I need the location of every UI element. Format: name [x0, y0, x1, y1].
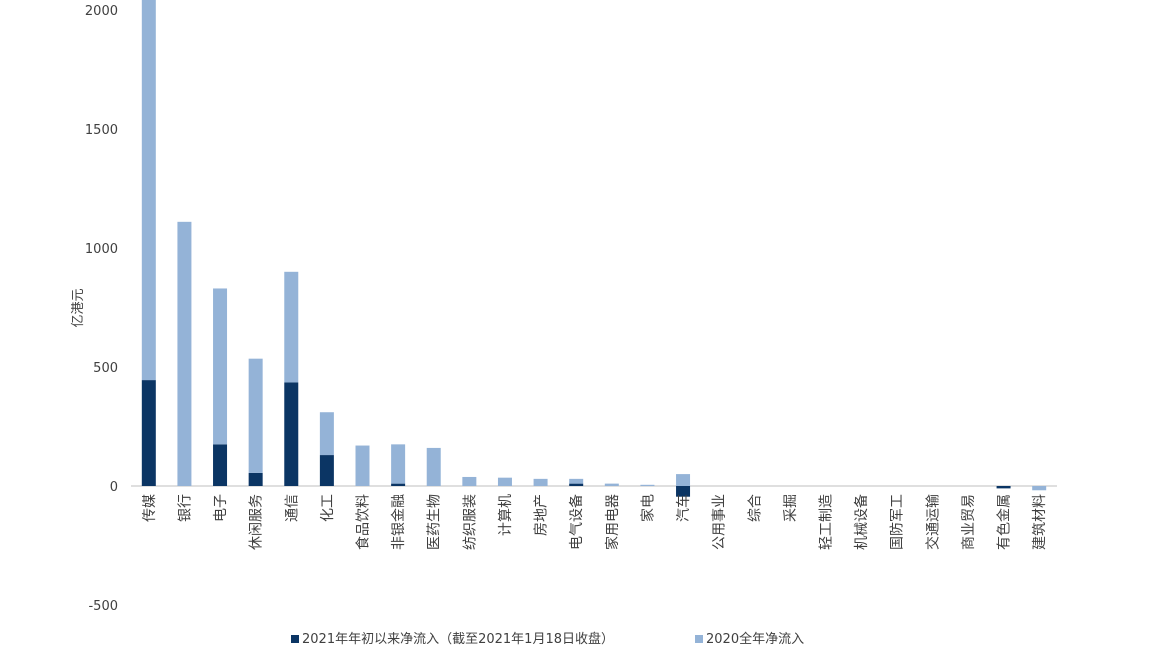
x-tick-label: 有色金属: [996, 494, 1013, 550]
x-tick-label: 纺织服装: [462, 494, 478, 550]
x-tick-label: 汽车: [675, 494, 692, 522]
x-tick-label: 电子: [213, 494, 229, 522]
x-tick-label: 电气设备: [568, 494, 585, 550]
x-tick-label: 化工: [320, 494, 336, 522]
bar-2020-7: [391, 444, 406, 484]
bar-2020-8: [426, 447, 441, 486]
bar-2020-6: [355, 445, 370, 486]
bar-2020-3: [248, 358, 263, 473]
x-tick-label: 通信: [284, 494, 300, 522]
x-tick-label: 商业贸易: [961, 494, 977, 550]
bar-2021-5: [319, 455, 334, 486]
x-tick-label: 医药生物: [427, 494, 443, 550]
x-tick-label: 公用事业: [712, 494, 728, 550]
x-tick-label: 银行: [177, 494, 193, 522]
x-tick-label: 非银金融: [391, 494, 407, 550]
x-tick-label: 计算机: [498, 494, 514, 536]
legend-swatch-2021: [291, 634, 299, 643]
bar-2021-2: [213, 444, 228, 486]
y-tick-label: -500: [88, 599, 118, 614]
legend: 2021年年初以来净流入（截至2021年1月18日收盘） 2020全年净流入: [0, 630, 1169, 650]
bar-2021-12: [569, 483, 584, 486]
bar-2020-12: [569, 478, 584, 484]
x-tick-label: 休闲服务: [249, 494, 265, 550]
bar-2020-15: [676, 474, 691, 486]
bar-2021-24: [996, 486, 1011, 489]
bar-2020-2: [213, 288, 228, 445]
legend-item-2020: 2020全年净流入: [695, 630, 804, 650]
x-tick-label: 交通运输: [924, 494, 941, 550]
y-tick-label: 2000: [85, 4, 118, 19]
bar-2020-13: [604, 483, 619, 486]
y-axis-label: 亿港元: [71, 288, 86, 328]
legend-label-2020: 2020全年净流入: [706, 632, 805, 647]
bar-2020-5: [319, 412, 334, 456]
x-tick-label: 机械设备: [853, 494, 870, 550]
legend-label-2021: 2021年年初以来净流入（截至2021年1月18日收盘）: [302, 632, 614, 647]
x-tick-label: 采掘: [783, 494, 799, 522]
x-tick-label: 家电: [639, 494, 656, 522]
bar-2020-25: [1032, 486, 1047, 491]
legend-swatch-2020: [695, 634, 703, 643]
bar-2021-0: [141, 380, 156, 486]
bar-2021-4: [284, 382, 299, 486]
x-tick-label: 国防军工: [890, 494, 906, 550]
y-tick-label: 0: [110, 480, 118, 495]
x-tick-label: 传媒: [142, 494, 158, 522]
x-tick-label: 建筑材料: [1032, 494, 1048, 550]
bar-2021-7: [391, 483, 406, 486]
bar-2020-14: [640, 484, 655, 486]
legend-item-2021: 2021年年初以来净流入（截至2021年1月18日收盘）: [291, 630, 614, 650]
bar-2020-0: [141, 0, 156, 381]
bar-2021-3: [248, 472, 263, 486]
y-tick-label: 1000: [85, 242, 118, 257]
y-tick-label: 1500: [85, 123, 118, 138]
x-tick-label: 家用电器: [604, 494, 621, 550]
x-tick-label: 轻工制造: [819, 494, 835, 550]
chart-svg: -500 0 500 1000 1500 2000 传媒 银行 电子 休闲服务 通信 化工 食品饮料 非银…: [85, 0, 1057, 614]
y-tick-label: 500: [93, 361, 118, 376]
bar-2020-1: [177, 221, 192, 486]
bar-2020-11: [533, 478, 548, 486]
x-tick-label: 房地产: [534, 494, 550, 536]
bar-2020-9: [462, 476, 477, 486]
bar-2021-15: [676, 486, 691, 497]
bar-2020-10: [497, 477, 512, 486]
x-tick-label: 食品饮料: [355, 494, 372, 550]
bar-2020-4: [284, 271, 299, 383]
x-tick-label: 综合: [747, 494, 763, 522]
